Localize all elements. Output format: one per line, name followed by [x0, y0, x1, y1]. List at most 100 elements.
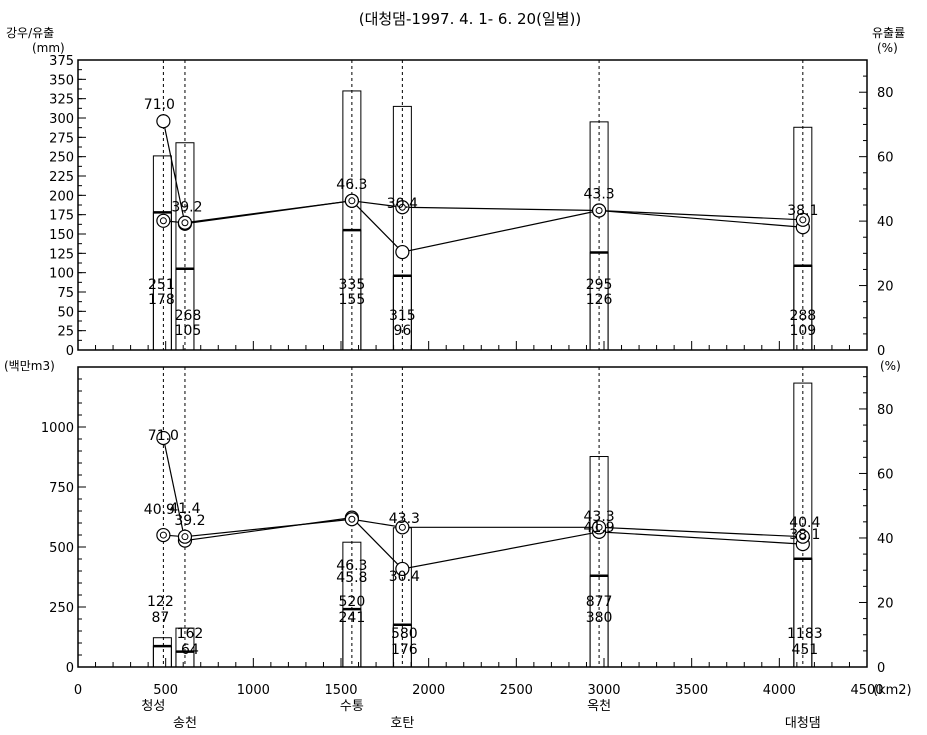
top-y2tick-label: 40: [877, 215, 894, 230]
top-ratio-label: 39.2: [171, 200, 202, 216]
top-ytick-label: 300: [49, 112, 74, 127]
bottom-ytick-label: 750: [49, 481, 74, 496]
bottom-frame: [77, 366, 868, 668]
bottom-ratio-label: 30.4: [389, 569, 420, 585]
top-ytick-label: 225: [49, 170, 74, 185]
top-cumulative-ratio-point: [177, 215, 193, 230]
bottom-ratio-label: 41.9: [584, 520, 615, 536]
station-name: 수통: [340, 699, 364, 714]
station-name: 대청댐: [785, 716, 821, 731]
bottom-ytick-label: 250: [49, 601, 74, 616]
bottom-cumulative-ratio-inner: [159, 531, 167, 539]
bottom-ytick-label: 500: [49, 541, 74, 556]
bottom-y2tick-label: 40: [877, 532, 894, 547]
bottom-ratio-label: 46.3: [336, 558, 367, 574]
bottom-cumulative-ratio-point: [344, 512, 359, 527]
top-ytick-label: 25: [57, 325, 74, 340]
top-rain-value: 288: [789, 308, 816, 324]
top-cumulative-ratio-point: [344, 193, 359, 208]
top-rain-bar: [342, 90, 362, 351]
top-ytick-label: 325: [49, 93, 74, 108]
bottom-cumulative-ratio-point: [395, 520, 410, 535]
top-y2tick-label: 20: [877, 280, 894, 295]
station-name: 옥천: [587, 699, 611, 714]
top-cumulative-ratio-inner: [799, 216, 807, 224]
top-ytick-label: 200: [49, 189, 74, 204]
bottom-runoff-value: 87: [151, 610, 169, 626]
top-rain-value: 315: [389, 308, 416, 324]
station-name: 송천: [173, 716, 197, 731]
bottom-ratio-label: 71.0: [148, 428, 179, 444]
x-tick-label: 4000: [763, 683, 796, 698]
bottom-rain-value: 520: [339, 594, 366, 610]
top-ytick-label: 150: [49, 228, 74, 243]
bottom-runoff-value: 380: [586, 610, 613, 626]
bottom-rain-value: 162: [177, 626, 204, 642]
bottom-y2tick-label: 0: [877, 661, 885, 676]
bottom-cumulative-ratio-line: [163, 518, 803, 538]
bottom-cumulative-label: 45.8: [336, 570, 367, 586]
bottom-cumulative-label: 43.3: [584, 509, 615, 525]
top-cumulative-ratio-point: [156, 213, 171, 228]
bottom-cumulative-ratio-point: [591, 520, 607, 535]
x-tick-label: 3500: [675, 683, 708, 698]
bottom-cumulative-label: 40.9: [144, 502, 175, 518]
bottom-cumulative-ratio-point: [156, 527, 171, 543]
top-ratio-label: 38.1: [787, 203, 818, 219]
top-panel-mm: 0255075100125150175200225250275300325350…: [49, 54, 893, 359]
top-y2label: 유출률: [872, 26, 905, 40]
top-rain-bar: [152, 155, 172, 351]
x-unit-label: (km2): [873, 683, 912, 698]
chart-title: (대청댐-1997. 4. 1- 6. 20(일별)): [359, 10, 582, 28]
bottom-y2tick-label: 60: [877, 467, 894, 482]
top-cumulative-ratio-inner: [181, 219, 189, 227]
top-runoff-value: 155: [339, 292, 366, 308]
bottom-cumulative-ratio-inner: [181, 533, 189, 541]
bottom-cumulative-ratio-point: [795, 529, 810, 544]
top-rain-value: 295: [586, 277, 613, 293]
bottom-ratio-label: 39.2: [174, 513, 205, 529]
bottom-ytick-label: 0: [66, 661, 74, 676]
bottom-y2unit: (%): [880, 359, 901, 373]
top-runoff-value: 105: [175, 323, 202, 339]
bottom-cumulative-ratio-inner: [398, 523, 406, 531]
bottom-rain-value: 122: [147, 594, 174, 610]
top-y2tick-label: 80: [877, 86, 894, 101]
bottom-cumulative-label: 41.4: [169, 501, 200, 517]
x-tick-label: 3000: [587, 683, 620, 698]
top-yunit: (mm): [32, 41, 65, 55]
top-ratio-label: 30.4: [387, 196, 418, 212]
top-rain-value: 251: [148, 277, 175, 293]
station-name: 호탄: [390, 716, 414, 731]
bottom-y2tick-label: 80: [877, 403, 894, 418]
top-ylabel: 강우/유출: [6, 26, 54, 40]
top-ytick-label: 125: [49, 247, 74, 262]
top-cumulative-ratio-inner: [398, 203, 406, 211]
x-tick-label: 500: [153, 683, 178, 698]
top-rain-value: 335: [339, 277, 366, 293]
x-tick-label: 1500: [324, 683, 357, 698]
bottom-panel-volume: 0 250 500 750 1000 0 20 40 60 80 71.0 40.939.241.4 4…: [41, 366, 894, 676]
top-ytick-label: 50: [57, 305, 74, 320]
top-ytick-label: 250: [49, 151, 74, 166]
top-cumulative-ratio-inner: [159, 217, 167, 225]
x-tick-label: 2500: [500, 683, 533, 698]
top-ytick-label: 175: [49, 209, 74, 224]
top-y2tick-label: 0: [877, 344, 885, 359]
top-ratio-label: 43.3: [584, 186, 615, 202]
top-runoff-value: 126: [586, 292, 613, 308]
bottom-rain-value: 580: [391, 626, 418, 642]
bottom-ratio-line: [162, 437, 803, 570]
top-cumulative-ratio-inner: [595, 206, 603, 214]
bottom-ratio-point: [395, 561, 410, 577]
bottom-cumulative-ratio-inner: [799, 533, 807, 541]
bottom-ylabel: (백만m3): [4, 359, 55, 373]
bottom-runoff-value: 64: [181, 642, 199, 658]
top-runoff-value: 109: [789, 323, 816, 339]
bottom-cumulative-ratio-inner: [595, 523, 603, 531]
bottom-runoff-value: 176: [391, 642, 418, 658]
top-rain-value: 268: [175, 308, 202, 324]
top-runoff-value: 178: [148, 292, 175, 308]
bottom-y2tick-label: 20: [877, 596, 894, 611]
